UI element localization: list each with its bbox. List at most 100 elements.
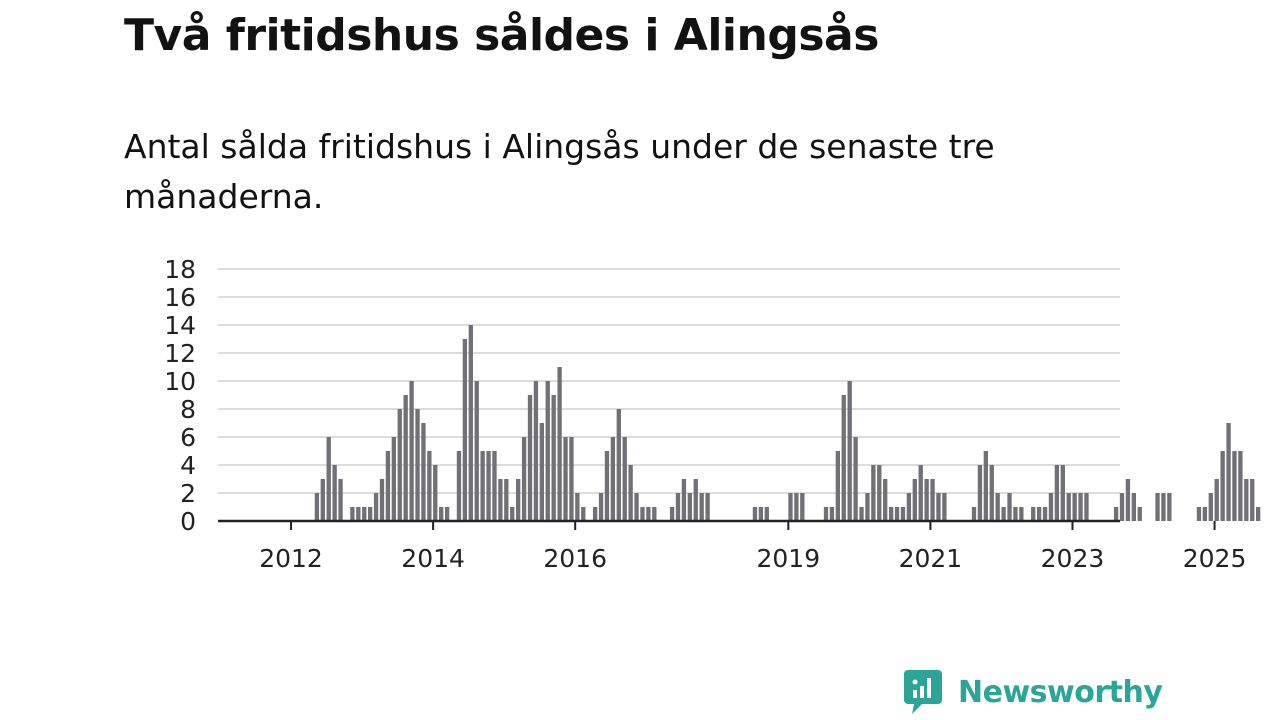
bar	[362, 507, 367, 521]
newsworthy-logo: Newsworthy	[902, 668, 1163, 716]
bar	[888, 507, 894, 521]
bar	[474, 381, 479, 521]
bar	[912, 479, 917, 521]
x-tick-label: 2023	[1041, 544, 1105, 573]
bar	[581, 507, 586, 521]
bar	[823, 507, 829, 521]
bar	[1042, 507, 1048, 521]
y-tick-label: 10	[164, 367, 196, 396]
bar	[504, 479, 509, 521]
bar	[373, 493, 379, 521]
bar	[989, 465, 994, 521]
bar	[794, 493, 799, 521]
bar	[480, 451, 485, 521]
bar	[628, 465, 633, 521]
bar	[533, 381, 539, 521]
bar	[646, 507, 651, 521]
bar	[1054, 465, 1060, 521]
y-tick-label: 14	[164, 311, 196, 340]
bar	[433, 465, 438, 521]
bar	[752, 507, 758, 521]
bar	[788, 493, 793, 521]
gridlines	[218, 268, 1120, 494]
x-tick-label: 2012	[259, 544, 323, 573]
bar	[758, 507, 764, 521]
bar	[983, 451, 988, 521]
bar	[995, 493, 1000, 521]
y-tick-label: 6	[180, 423, 196, 452]
bar	[1007, 493, 1012, 521]
bar	[403, 395, 408, 521]
bar	[894, 507, 900, 521]
bar	[462, 339, 468, 521]
bar	[557, 367, 562, 521]
bar	[865, 493, 870, 521]
bar	[1250, 479, 1255, 521]
bar	[326, 437, 331, 521]
bar	[1001, 507, 1006, 521]
newsworthy-logo-text: Newsworthy	[958, 674, 1163, 710]
bar	[439, 507, 444, 521]
y-tick-label: 4	[180, 451, 196, 480]
bar	[906, 493, 912, 521]
bar	[675, 493, 681, 521]
bar	[918, 465, 923, 521]
chart-subtitle: Antal sålda fritidshus i Alingsås under …	[124, 127, 995, 216]
bar	[1119, 493, 1125, 521]
bar	[521, 437, 527, 521]
bar	[486, 451, 491, 521]
bar	[545, 381, 550, 521]
bar	[391, 437, 396, 521]
bar	[1031, 507, 1036, 521]
bar	[1220, 451, 1225, 521]
bar	[510, 507, 515, 521]
bar	[930, 479, 935, 521]
bar	[1167, 493, 1172, 521]
bar	[764, 507, 769, 521]
x-tick-label: 2016	[543, 544, 607, 573]
bar	[320, 479, 325, 521]
bar	[1196, 507, 1202, 521]
bar	[468, 325, 473, 521]
bar	[592, 507, 598, 521]
bar	[563, 437, 568, 521]
bar	[314, 493, 320, 521]
bar	[498, 479, 503, 521]
x-tick-label: 2021	[899, 544, 963, 573]
bar	[640, 507, 645, 521]
bar	[397, 409, 402, 521]
bar	[356, 507, 361, 521]
y-tick-label: 16	[164, 283, 196, 312]
y-tick-label: 8	[180, 395, 196, 424]
bar	[900, 507, 906, 521]
bar	[1208, 493, 1213, 521]
bar	[687, 493, 692, 521]
bar	[409, 381, 414, 521]
bar	[415, 409, 420, 521]
bar	[1072, 493, 1077, 521]
bar	[1019, 507, 1024, 521]
bar	[829, 507, 835, 521]
bar	[800, 493, 805, 521]
bar	[1202, 507, 1208, 521]
bar	[1256, 507, 1261, 521]
bar	[385, 451, 391, 521]
bar	[350, 507, 355, 521]
bar	[1125, 479, 1131, 521]
bar	[444, 507, 450, 521]
x-tick-label: 2019	[757, 544, 821, 573]
y-tick-label: 2	[180, 479, 196, 508]
bar	[1048, 493, 1054, 521]
bar	[610, 437, 616, 521]
bar	[516, 479, 521, 521]
bar	[1078, 493, 1083, 521]
bar	[924, 479, 929, 521]
bar	[622, 437, 627, 521]
bar	[569, 437, 574, 521]
x-axis-ticks: 2012 2014 2016 2019 2021 2023 2025	[259, 521, 1246, 573]
bar	[1060, 465, 1065, 521]
bar	[1155, 493, 1160, 521]
bar	[604, 451, 610, 521]
y-tick-label: 18	[164, 255, 196, 284]
